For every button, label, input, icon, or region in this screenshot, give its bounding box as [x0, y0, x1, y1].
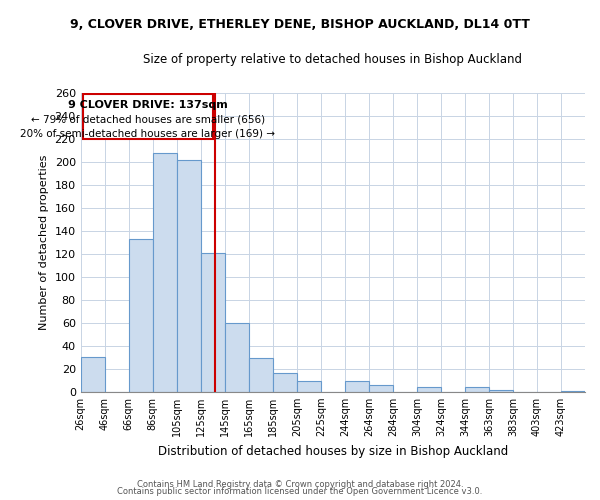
Bar: [81, 358, 105, 392]
Bar: [465, 387, 489, 392]
Bar: [201, 253, 225, 392]
Bar: [561, 390, 585, 392]
Text: 9 CLOVER DRIVE: 137sqm: 9 CLOVER DRIVE: 137sqm: [68, 100, 227, 110]
Bar: [369, 385, 393, 392]
Bar: [273, 374, 297, 392]
Y-axis label: Number of detached properties: Number of detached properties: [39, 154, 49, 330]
X-axis label: Distribution of detached houses by size in Bishop Auckland: Distribution of detached houses by size …: [158, 444, 508, 458]
Bar: [417, 387, 441, 392]
Text: ← 79% of detached houses are smaller (656): ← 79% of detached houses are smaller (65…: [31, 114, 265, 124]
Bar: [489, 390, 513, 392]
Bar: [297, 382, 321, 392]
Title: Size of property relative to detached houses in Bishop Auckland: Size of property relative to detached ho…: [143, 52, 523, 66]
Text: 20% of semi-detached houses are larger (169) →: 20% of semi-detached houses are larger (…: [20, 130, 275, 140]
Text: 9, CLOVER DRIVE, ETHERLEY DENE, BISHOP AUCKLAND, DL14 0TT: 9, CLOVER DRIVE, ETHERLEY DENE, BISHOP A…: [70, 18, 530, 30]
Bar: [153, 153, 177, 392]
Text: Contains HM Land Registry data © Crown copyright and database right 2024.: Contains HM Land Registry data © Crown c…: [137, 480, 463, 489]
Bar: [225, 323, 249, 392]
Text: Contains public sector information licensed under the Open Government Licence v3: Contains public sector information licen…: [118, 487, 482, 496]
Bar: [83, 94, 213, 139]
Bar: [129, 239, 153, 392]
Bar: [249, 358, 273, 392]
Bar: [177, 160, 201, 392]
Bar: [345, 382, 369, 392]
